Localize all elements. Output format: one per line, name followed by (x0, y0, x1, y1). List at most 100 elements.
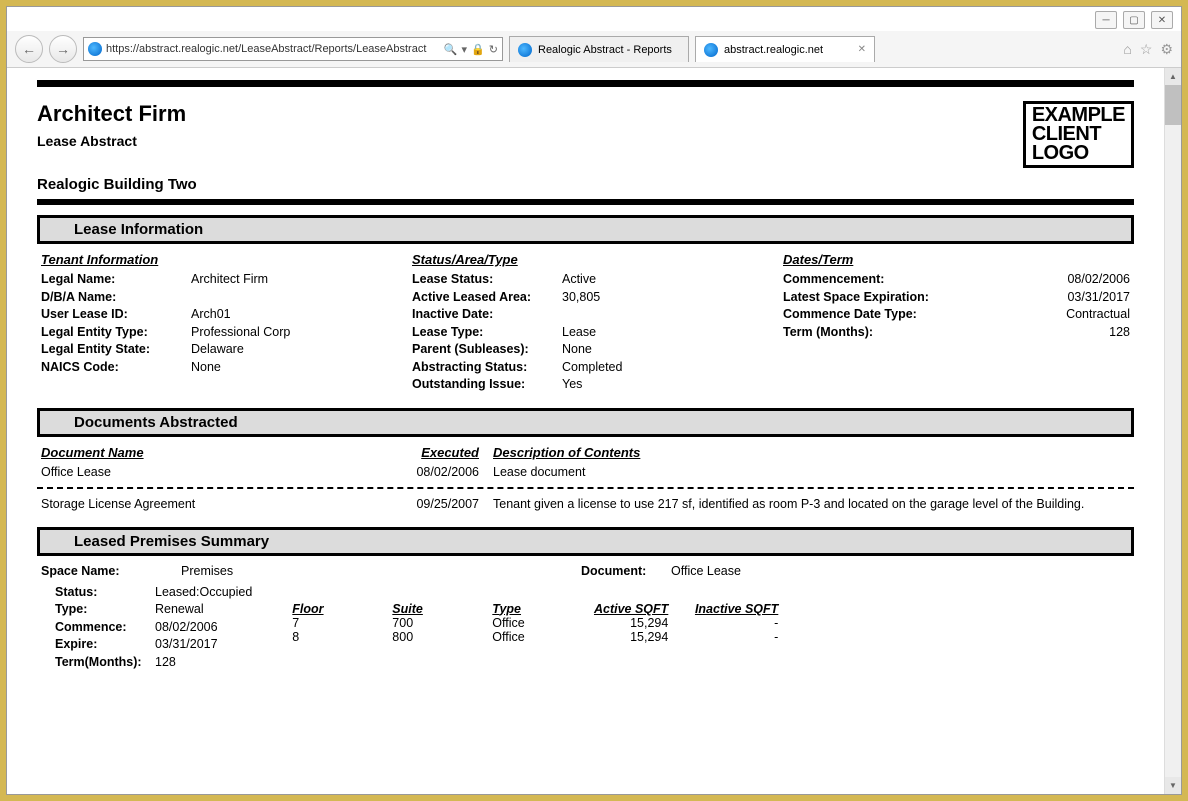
doc-name: Storage License Agreement (41, 497, 391, 511)
scroll-track[interactable] (1165, 85, 1181, 777)
value: None (191, 359, 221, 377)
minimize-button[interactable]: ─ (1095, 11, 1117, 29)
label: Commence Date Type: (783, 306, 953, 324)
browser-right-icons: ⌂ ☆ ⚙ (1123, 41, 1173, 58)
divider (37, 199, 1134, 205)
section-premises: Leased Premises Summary (37, 527, 1134, 556)
maximize-button[interactable]: ▢ (1123, 11, 1145, 29)
close-button[interactable]: ✕ (1151, 11, 1173, 29)
tenant-info-column: Tenant Information Legal Name:Architect … (41, 252, 388, 394)
label: Latest Space Expiration: (783, 289, 953, 307)
tab-label: Realogic Abstract - Reports (538, 44, 672, 56)
table-row: 7 700 Office 15,294 - (292, 616, 802, 630)
label: Commencement: (783, 271, 953, 289)
report-header: Architect Firm Lease Abstract EXAMPLE CL… (37, 101, 1134, 168)
label: Legal Entity State: (41, 341, 191, 359)
value: 128 (953, 324, 1130, 342)
report-page: Architect Firm Lease Abstract EXAMPLE CL… (7, 68, 1164, 794)
value: None (562, 341, 592, 359)
browser-toolbar: ← → https://abstract.realogic.net/LeaseA… (7, 31, 1181, 68)
building-name: Realogic Building Two (37, 176, 1134, 193)
scrollbar[interactable]: ▲ ▼ (1164, 68, 1181, 794)
table-row: 8 800 Office 15,294 - (292, 630, 802, 644)
tab-label: abstract.realogic.net (724, 44, 823, 56)
search-icon[interactable]: 🔍 (444, 43, 458, 56)
value: Lease (562, 324, 596, 342)
label: NAICS Code: (41, 359, 191, 377)
label: Abstracting Status: (412, 359, 562, 377)
label: D/B/A Name: (41, 289, 191, 307)
settings-icon[interactable]: ⚙ (1160, 41, 1173, 58)
label: Term(Months): (55, 654, 155, 672)
browser-window: ─ ▢ ✕ ← → https://abstract.realogic.net/… (6, 6, 1182, 795)
tab-reports[interactable]: Realogic Abstract - Reports (509, 36, 689, 62)
document-row: Storage License Agreement 09/25/2007 Ten… (37, 495, 1134, 513)
column-header: Status/Area/Type (412, 252, 759, 267)
cell: Office (492, 630, 592, 644)
scroll-up-button[interactable]: ▲ (1165, 68, 1181, 85)
dropdown-icon[interactable]: ▾ (462, 43, 468, 56)
lock-icon: 🔒 (471, 43, 485, 56)
value: Yes (562, 376, 582, 394)
cell: 8 (292, 630, 392, 644)
value: Professional Corp (191, 324, 290, 342)
client-logo: EXAMPLE CLIENT LOGO (1023, 101, 1134, 168)
doc-executed: 08/02/2006 (391, 465, 479, 479)
favorites-icon[interactable]: ☆ (1140, 41, 1153, 58)
scroll-thumb[interactable] (1165, 85, 1181, 125)
refresh-icon[interactable]: ↻ (489, 43, 498, 56)
doc-executed: 09/25/2007 (391, 497, 479, 511)
value: 08/02/2006 (953, 271, 1130, 289)
value: Renewal (155, 601, 204, 619)
col-header: Document Name (41, 445, 391, 460)
premises-left: Status:Leased:Occupied Type:Renewal Comm… (41, 584, 252, 672)
cell: - (692, 630, 802, 644)
value: Architect Firm (191, 271, 268, 289)
doc-name: Office Lease (41, 465, 391, 479)
premises-top-row: Space Name: Premises Document: Office Le… (41, 564, 1130, 578)
url-controls: 🔍 ▾ 🔒 ↻ (444, 43, 498, 56)
column-header: Tenant Information (41, 252, 388, 267)
logo-line: LOGO (1032, 144, 1125, 163)
value: 08/02/2006 (155, 619, 218, 637)
firm-name: Architect Firm (37, 101, 186, 127)
cell: - (692, 616, 802, 630)
address-bar[interactable]: https://abstract.realogic.net/LeaseAbstr… (83, 37, 503, 61)
premises-table: Floor Suite Type Active SQFT Inactive SQ… (292, 584, 802, 672)
col-header: Active SQFT (592, 602, 692, 616)
cell: 800 (392, 630, 492, 644)
ie-icon (518, 43, 532, 57)
value: 30,805 (562, 289, 600, 307)
value: Office Lease (671, 564, 741, 578)
label: Document: (581, 564, 671, 578)
col-header: Inactive SQFT (692, 602, 802, 616)
label: Active Leased Area: (412, 289, 562, 307)
label: Legal Entity Type: (41, 324, 191, 342)
section-documents: Documents Abstracted (37, 408, 1134, 437)
value: Arch01 (191, 306, 231, 324)
ie-icon (704, 43, 718, 57)
cell: 15,294 (592, 616, 692, 630)
tab-abstract[interactable]: abstract.realogic.net ✕ (695, 36, 875, 62)
label: Legal Name: (41, 271, 191, 289)
label: Parent (Subleases): (412, 341, 562, 359)
premises-details: Status:Leased:Occupied Type:Renewal Comm… (41, 584, 1130, 672)
doc-description: Tenant given a license to use 217 sf, id… (479, 497, 1130, 511)
doc-description: Lease document (479, 465, 1130, 479)
tab-close-icon[interactable]: ✕ (858, 44, 866, 55)
value: 03/31/2017 (155, 636, 218, 654)
lease-info-columns: Tenant Information Legal Name:Architect … (37, 252, 1134, 394)
back-button[interactable]: ← (15, 35, 43, 63)
scroll-down-button[interactable]: ▼ (1165, 777, 1181, 794)
premises-block: Space Name: Premises Document: Office Le… (37, 564, 1134, 672)
home-icon[interactable]: ⌂ (1123, 41, 1131, 58)
value: Active (562, 271, 596, 289)
label: Expire: (55, 636, 155, 654)
report-subtitle: Lease Abstract (37, 133, 186, 149)
value: Contractual (953, 306, 1130, 324)
label: Commence: (55, 619, 155, 637)
col-header: Description of Contents (479, 445, 1130, 460)
forward-button[interactable]: → (49, 35, 77, 63)
col-header: Floor (292, 602, 392, 616)
label: Space Name: (41, 564, 181, 578)
